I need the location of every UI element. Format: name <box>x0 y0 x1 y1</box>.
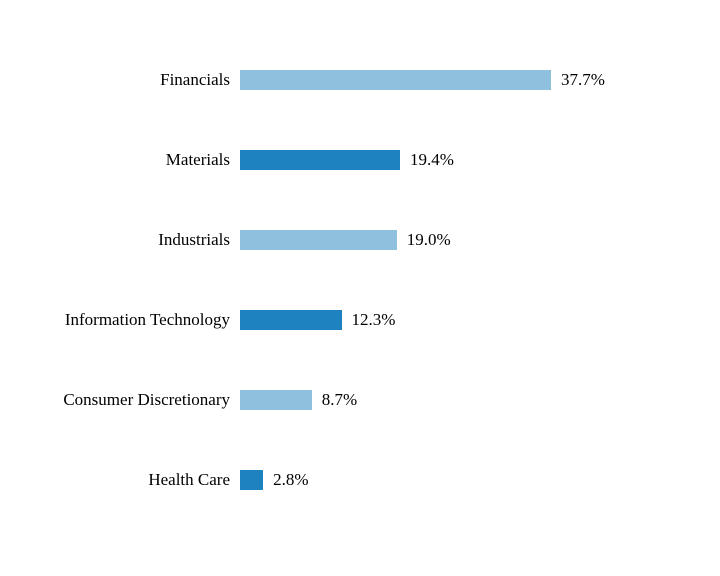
bar <box>240 70 551 90</box>
bar <box>240 150 400 170</box>
value-label: 19.0% <box>407 230 451 250</box>
value-label: 8.7% <box>322 390 357 410</box>
bar <box>240 470 263 490</box>
value-label: 37.7% <box>561 70 605 90</box>
value-label: 2.8% <box>273 470 308 490</box>
bar-row: Health Care 2.8% <box>0 470 720 490</box>
sector-bar-chart: Financials 37.7% Materials 19.4% Industr… <box>0 0 720 576</box>
value-label: 12.3% <box>352 310 396 330</box>
bar <box>240 230 397 250</box>
category-label: Consumer Discretionary <box>63 390 230 410</box>
bar-row: Financials 37.7% <box>0 70 720 90</box>
category-label: Health Care <box>148 470 230 490</box>
category-label: Industrials <box>158 230 230 250</box>
bar <box>240 310 342 330</box>
category-label: Financials <box>160 70 230 90</box>
category-label: Materials <box>166 150 230 170</box>
bar-row: Information Technology 12.3% <box>0 310 720 330</box>
bar-row: Industrials 19.0% <box>0 230 720 250</box>
bar-row: Consumer Discretionary 8.7% <box>0 390 720 410</box>
bar <box>240 390 312 410</box>
bar-row: Materials 19.4% <box>0 150 720 170</box>
value-label: 19.4% <box>410 150 454 170</box>
category-label: Information Technology <box>65 310 230 330</box>
